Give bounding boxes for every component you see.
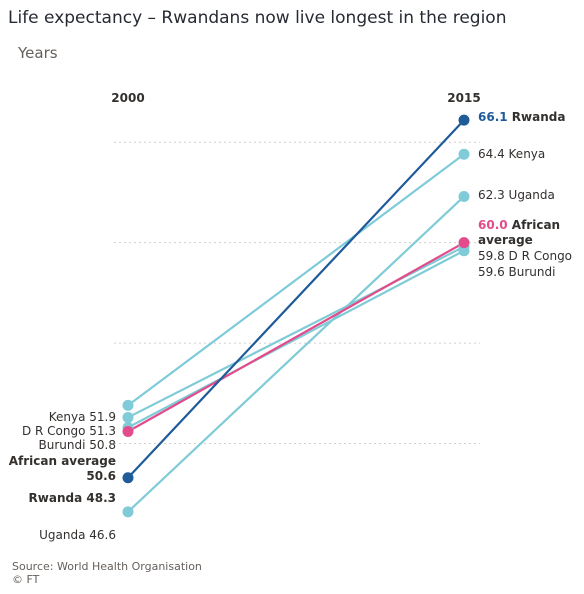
right-label-part: African [508,218,560,232]
left-label-drc: D R Congo 51.3 [22,424,116,438]
right-label-african-average-1: 60.0 African [478,218,560,232]
left-label-african-average-1: African average [9,454,116,468]
gridlines [114,141,480,445]
series-lines [126,119,466,513]
right-label-part: 62.3 Uganda [478,188,555,202]
right-label-part: 60.0 [478,218,508,232]
series-line-kenya [126,153,466,407]
right-label-part: 59.6 Burundi [478,265,555,279]
right-label-burundi: 59.6 Burundi [478,265,555,279]
right-label-part: Rwanda [508,110,566,124]
point-2000-african-average [122,426,134,438]
right-label-kenya: 64.4 Kenya [478,147,545,161]
left-label-burundi: Burundi 50.8 [39,438,116,452]
left-label-african-average-2: 50.6 [86,469,116,483]
left-label-rwanda: Rwanda 48.3 [29,491,116,505]
right-data-labels: 66.1 Rwanda 64.4 Kenya 62.3 Uganda 60.0 Afr… [478,110,572,279]
point-2015-african-average [458,237,470,249]
right-label-rwanda: 66.1 Rwanda [478,110,565,124]
x-tick-label-2000: 2000 [111,91,144,105]
point-2015-rwanda [458,114,470,126]
point-2000-d-r-congo [122,411,134,423]
source-note: Source: World Health Organisation © FT [12,560,202,586]
point-2000-rwanda [122,472,134,484]
point-2015-uganda [458,190,470,202]
point-2000-kenya [122,399,134,411]
series-line-uganda [126,195,466,513]
series-line-burundi [126,249,466,429]
right-label-part: 59.8 D R Congo [478,249,572,263]
left-label-kenya: Kenya 51.9 [49,410,116,424]
chart-title: Life expectancy – Rwandans now live long… [8,8,507,28]
right-label-uganda: 62.3 Uganda [478,188,555,202]
series-line-d-r-congo [126,245,466,419]
right-label-part: average [478,233,533,247]
right-label-part: 64.4 Kenya [478,147,545,161]
credit-text: © FT [12,573,40,586]
series-line-african-average [126,241,466,433]
x-tick-label-2015: 2015 [447,91,480,105]
right-label-part: 66.1 [478,110,508,124]
right-label-drc: 59.8 D R Congo [478,249,572,263]
source-text: Source: World Health Organisation [12,560,202,573]
point-2015-kenya [458,148,470,160]
chart-subtitle: Years [18,44,58,62]
series-line-rwanda [126,119,466,479]
left-label-uganda: Uganda 46.6 [39,528,116,542]
right-label-african-average-2: average [478,233,533,247]
point-2015-burundi [458,245,470,257]
series-points [122,114,470,518]
point-2000-uganda [122,506,134,518]
